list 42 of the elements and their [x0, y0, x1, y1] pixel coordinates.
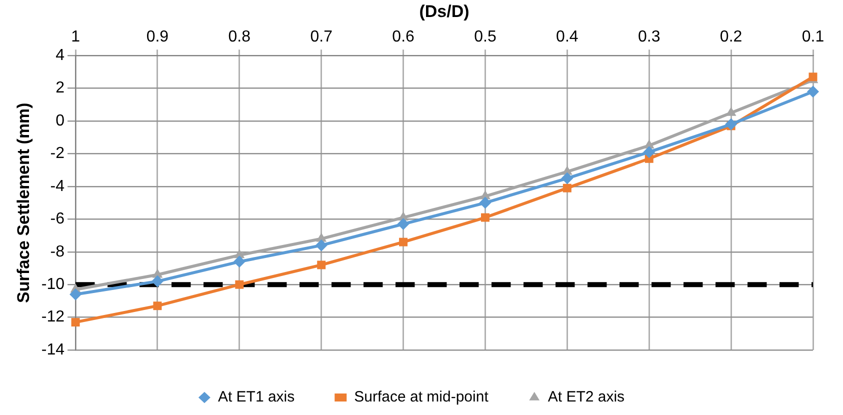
legend-label: At ET1 axis: [218, 388, 295, 406]
x-tick-label: 0.6: [392, 28, 415, 46]
x-tick-label: 0.8: [228, 28, 251, 46]
point: [397, 218, 410, 230]
point: [399, 238, 408, 246]
point: [562, 184, 572, 192]
x-tick-label: 0.7: [310, 28, 333, 46]
point: [151, 275, 164, 288]
y-tick-label: 0: [56, 112, 65, 130]
x-tick-label: 0.5: [474, 28, 496, 46]
point: [315, 239, 328, 252]
y-tick-label: -2: [50, 145, 65, 162]
point: [317, 260, 326, 270]
point: [153, 302, 162, 310]
point: [561, 172, 574, 184]
point: [725, 118, 738, 130]
point: [71, 318, 80, 326]
x-tick-label: 0.3: [638, 28, 660, 46]
legend-label: At ET2 axis: [548, 388, 625, 406]
y-tick-label: -8: [50, 243, 65, 260]
y-tick-label: -12: [41, 308, 65, 326]
point: [235, 280, 244, 289]
point: [480, 213, 490, 222]
legend-label: Surface at mid-point: [354, 388, 490, 406]
x-tick-label: 1: [71, 28, 80, 46]
point: [233, 256, 246, 268]
point: [70, 288, 82, 300]
y-tick-label: -14: [41, 341, 65, 358]
point: [643, 146, 656, 158]
x-tick-label: 0.2: [720, 28, 742, 46]
x-tick-label: 0.9: [146, 28, 169, 46]
y-tick-label: -10: [41, 276, 65, 293]
x-axis-title: (Ds/D): [419, 2, 470, 21]
point: [479, 196, 492, 209]
y-tick-label: 4: [56, 47, 65, 64]
point: [807, 86, 819, 98]
y-tick-label: -6: [50, 210, 65, 228]
x-tick-label: 0.4: [556, 28, 578, 46]
y-tick-label: 2: [56, 80, 65, 97]
y-axis-title: Surface Settlement (mm): [14, 102, 33, 303]
y-tick-label: -4: [50, 178, 65, 195]
x-tick-label: 0.1: [802, 28, 824, 46]
